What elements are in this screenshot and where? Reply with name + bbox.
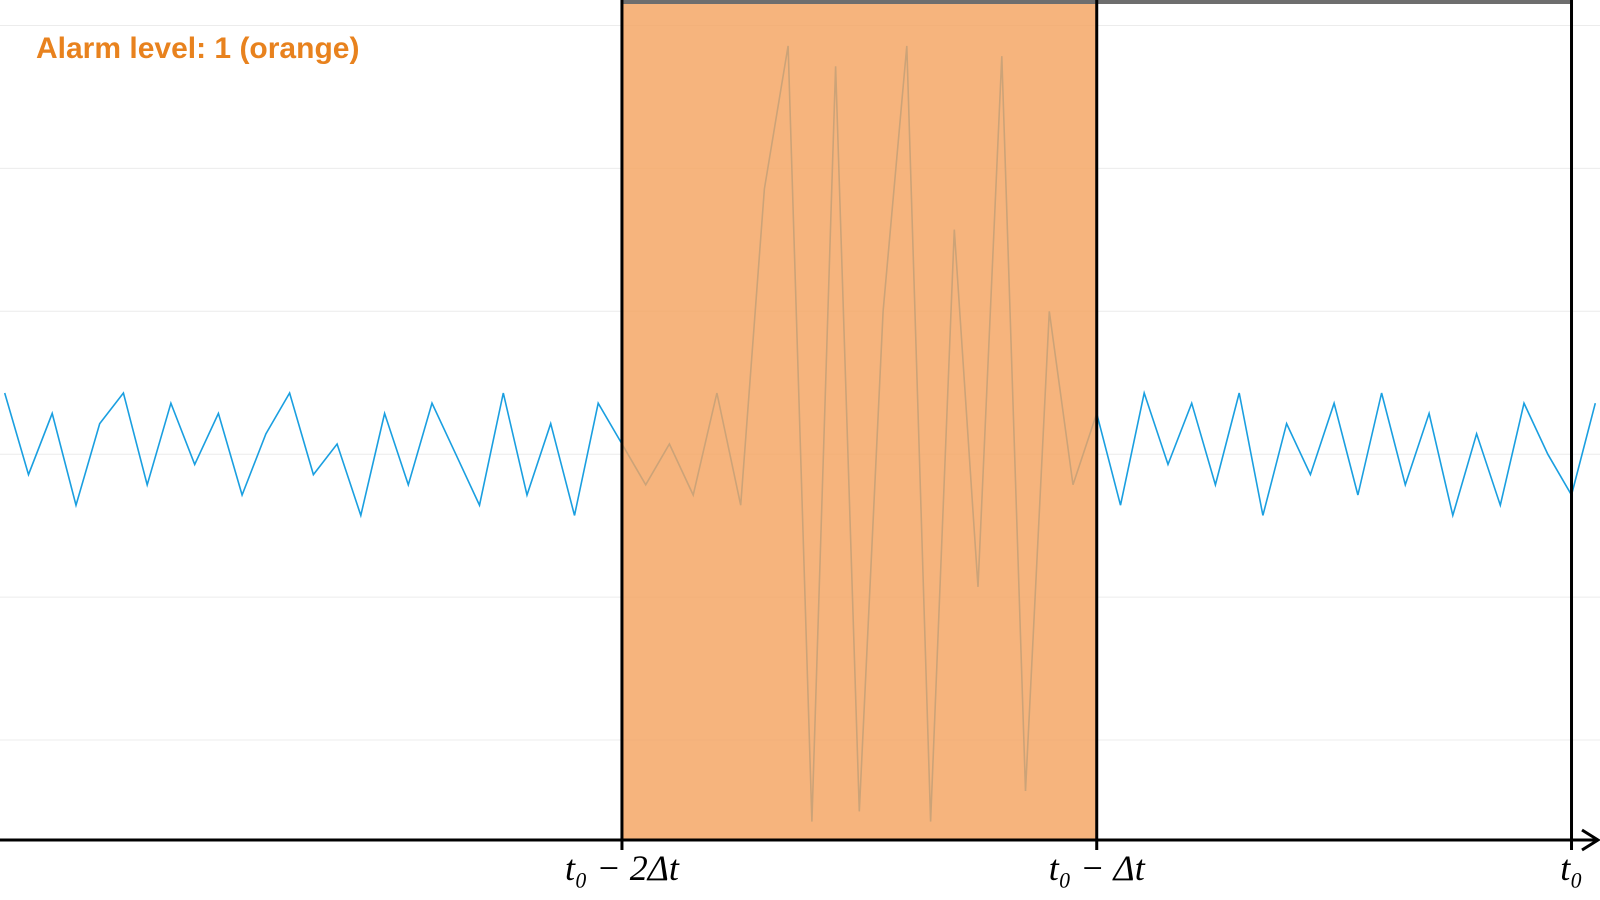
x-tick-label: t₀ − 2Δt — [565, 848, 680, 888]
x-tick-label: t₀ — [1560, 848, 1583, 888]
axis-arrow — [1581, 828, 1600, 852]
alarm-label: Alarm level: 1 (orange) — [36, 32, 359, 65]
alarm-window — [621, 3, 1097, 840]
x-tick-label: t₀ − Δt — [1049, 848, 1146, 888]
